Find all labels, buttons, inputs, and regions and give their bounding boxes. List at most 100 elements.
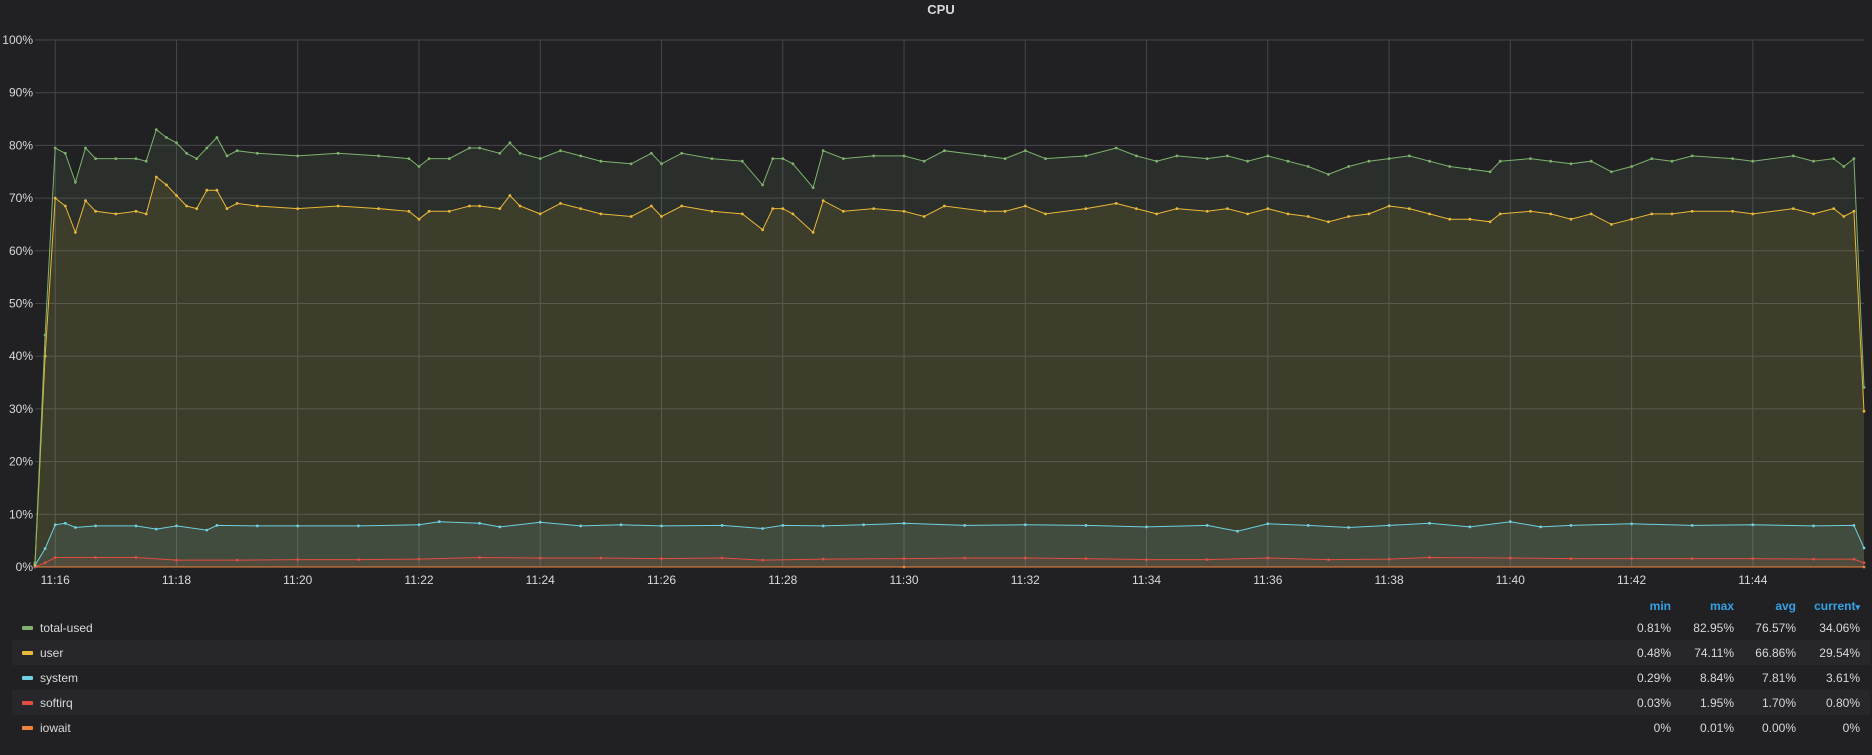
data-point-user xyxy=(468,204,471,208)
cpu-chart[interactable]: 0%10%20%30%40%50%60%70%80%90%100% 11:16 1… xyxy=(0,0,1872,597)
y-tick-label: 90% xyxy=(9,86,33,100)
x-tick-label: 11:16 xyxy=(41,573,70,587)
legend-value-min: 0.03% xyxy=(1619,690,1681,715)
data-point-user xyxy=(1731,209,1734,213)
legend-series-label[interactable]: iowait xyxy=(40,720,71,735)
data-point-softirq xyxy=(761,558,764,562)
data-point-system xyxy=(1508,520,1512,524)
data-point-user xyxy=(1286,212,1290,216)
data-point-total-used xyxy=(498,151,502,155)
data-point-total-used xyxy=(1731,157,1734,161)
data-point-system xyxy=(175,524,178,528)
data-point-total-used xyxy=(559,149,562,153)
data-point-user xyxy=(508,194,512,197)
data-point-system xyxy=(1306,524,1310,527)
legend-series-name[interactable]: iowait xyxy=(12,715,1619,740)
sort-desc-caret-icon[interactable]: ▾ xyxy=(1855,602,1860,612)
data-point-total-used xyxy=(518,151,522,155)
y-tick-label: 50% xyxy=(9,297,33,311)
series-lines xyxy=(33,128,1866,569)
legend-color-swatch-icon[interactable] xyxy=(22,726,33,731)
data-point-system xyxy=(963,524,967,527)
legend-value-min: 0.48% xyxy=(1619,640,1681,665)
legend-row-iowait[interactable]: iowait 0% 0.01% 0.00% 0% xyxy=(12,715,1870,740)
data-point-user xyxy=(629,215,633,218)
data-point-total-used xyxy=(94,157,97,161)
x-tick-label: 11:18 xyxy=(162,573,191,587)
data-point-user xyxy=(1498,212,1502,216)
data-point-user xyxy=(599,212,603,216)
data-point-total-used xyxy=(1286,159,1290,163)
data-point-user xyxy=(498,207,502,211)
data-point-user xyxy=(225,207,229,211)
data-point-total-used xyxy=(185,151,189,155)
legend-series-name[interactable]: system xyxy=(12,665,1619,690)
y-tick-label: 0% xyxy=(16,560,34,574)
legend-series-label[interactable]: total-used xyxy=(40,620,93,635)
data-point-total-used xyxy=(134,157,138,161)
legend-header-min[interactable]: min xyxy=(1649,599,1671,613)
data-point-user xyxy=(195,207,199,211)
data-point-total-used xyxy=(771,157,775,161)
legend-value-min: 0.29% xyxy=(1619,665,1681,690)
series-area-total-used xyxy=(35,129,1864,567)
legend-series-name[interactable]: total-used xyxy=(12,615,1619,640)
legend-series-label[interactable]: system xyxy=(40,670,79,685)
legend-header-current[interactable]: current▾ xyxy=(1806,597,1870,615)
data-point-user xyxy=(1630,217,1633,221)
legend-header-current-label[interactable]: current xyxy=(1814,599,1856,613)
data-point-total-used xyxy=(1347,165,1350,168)
data-point-total-used xyxy=(922,159,926,163)
data-point-system xyxy=(1023,523,1027,527)
legend-series-name[interactable]: softirq xyxy=(12,690,1619,715)
legend-color-swatch-icon[interactable] xyxy=(22,701,33,706)
data-point-total-used xyxy=(1114,146,1118,150)
legend-row-total-used[interactable]: total-used 0.81% 82.95% 76.57% 34.06% xyxy=(12,615,1870,640)
legend-row-user[interactable]: user 0.48% 74.11% 66.86% 29.54% xyxy=(12,640,1870,665)
panel-title[interactable]: CPU xyxy=(927,2,955,17)
data-point-user xyxy=(417,217,421,221)
legend-header-avg[interactable]: avg xyxy=(1775,599,1796,613)
legend-series-name[interactable]: user xyxy=(12,640,1619,665)
data-point-system xyxy=(154,527,158,531)
data-point-total-used xyxy=(154,128,158,132)
data-point-total-used xyxy=(377,154,380,158)
data-point-user xyxy=(134,209,138,213)
data-point-system xyxy=(1690,524,1694,527)
data-point-softirq xyxy=(1812,557,1815,561)
legend-color-swatch-icon[interactable] xyxy=(22,651,33,656)
data-point-total-used xyxy=(1862,386,1866,389)
data-point-total-used xyxy=(508,141,512,145)
data-point-softirq xyxy=(963,556,967,560)
data-point-total-used xyxy=(791,162,795,166)
data-point-softirq xyxy=(357,558,360,561)
data-point-softirq xyxy=(134,556,138,559)
data-point-user xyxy=(1175,207,1179,211)
legend-row-system[interactable]: system 0.29% 8.84% 7.81% 3.61% xyxy=(12,665,1870,690)
legend-value-avg: 7.81% xyxy=(1744,665,1806,690)
data-point-total-used xyxy=(63,151,67,155)
data-point-total-used xyxy=(1468,167,1472,171)
legend-row-softirq[interactable]: softirq 0.03% 1.95% 1.70% 0.80% xyxy=(12,690,1870,715)
data-point-softirq xyxy=(821,557,825,561)
data-point-total-used xyxy=(165,136,168,139)
legend-series-label[interactable]: user xyxy=(40,645,64,660)
legend-color-swatch-icon[interactable] xyxy=(22,626,33,631)
data-point-total-used xyxy=(235,149,239,153)
data-point-system xyxy=(902,521,906,525)
data-point-system xyxy=(357,524,360,528)
data-point-total-used xyxy=(447,157,451,161)
legend-header-max[interactable]: max xyxy=(1709,599,1734,613)
data-point-system xyxy=(205,528,209,532)
data-point-system xyxy=(43,547,47,550)
legend-color-swatch-icon[interactable] xyxy=(22,676,33,681)
data-point-total-used xyxy=(195,157,199,161)
data-point-user xyxy=(1407,207,1411,211)
data-point-user xyxy=(1226,207,1229,211)
data-point-system xyxy=(134,524,138,528)
legend-value-min: 0% xyxy=(1619,715,1681,740)
legend-series-label[interactable]: softirq xyxy=(40,695,73,710)
data-point-user xyxy=(1114,202,1118,205)
data-point-total-used xyxy=(1670,159,1674,163)
data-point-user xyxy=(1044,212,1047,216)
